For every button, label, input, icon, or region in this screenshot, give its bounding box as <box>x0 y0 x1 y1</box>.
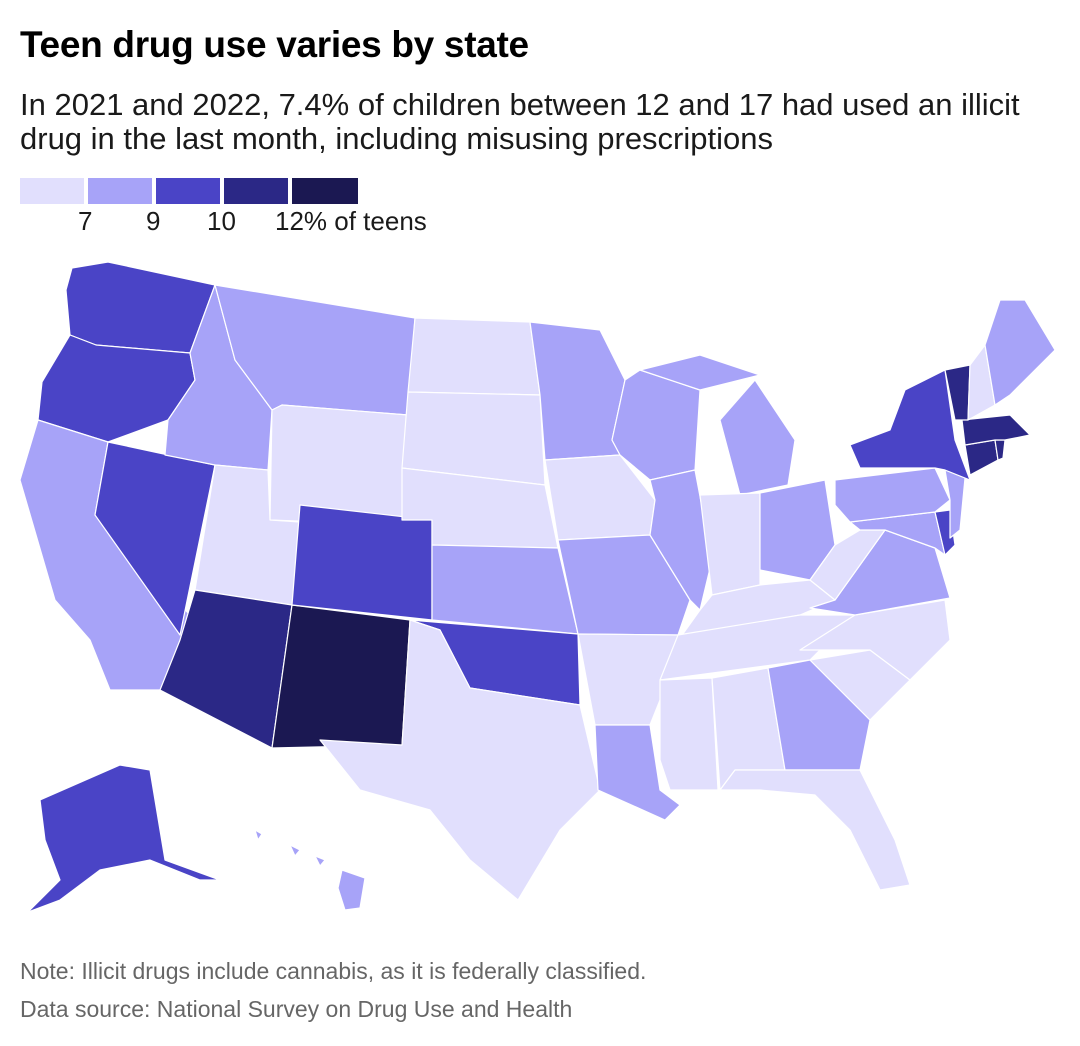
state-ct <box>964 439 999 476</box>
state-me <box>984 299 1056 406</box>
legend-tick-7: 7 <box>78 206 93 236</box>
state-la <box>594 724 681 821</box>
state-mo <box>557 534 691 636</box>
state-ak <box>27 764 221 913</box>
state-shapes <box>19 261 1056 913</box>
state-ks <box>431 544 579 635</box>
us-state-map <box>19 261 1056 913</box>
legend-tick-12: 12% of teens <box>275 206 427 236</box>
legend-swatch-2 <box>88 178 152 204</box>
state-mn <box>529 321 626 461</box>
state-ar <box>577 633 679 726</box>
legend-swatch-4 <box>224 178 288 204</box>
state-mi <box>639 354 796 496</box>
chart-title: Teen drug use varies by state <box>20 24 529 65</box>
state-hi <box>254 829 366 911</box>
state-ny <box>849 369 971 481</box>
legend-swatch-1 <box>20 178 84 204</box>
state-nm <box>271 604 411 749</box>
state-co <box>291 504 433 621</box>
state-ma <box>961 414 1031 446</box>
state-nd <box>407 317 541 396</box>
state-fl <box>719 769 911 891</box>
legend-swatch-3 <box>156 178 220 204</box>
state-wa <box>65 261 216 354</box>
state-ga <box>767 659 871 771</box>
state-ms <box>659 677 719 791</box>
chart-subtitle: In 2021 and 2022, 7.4% of children betwe… <box>20 87 1020 156</box>
color-legend: 7 9 10 12% of teens <box>20 178 427 238</box>
data-source: Data source: National Survey on Drug Use… <box>20 996 573 1022</box>
state-in <box>699 492 761 596</box>
footnote: Note: Illicit drugs include cannabis, as… <box>20 958 647 984</box>
legend-swatch-5 <box>292 178 358 204</box>
state-az <box>159 589 293 749</box>
state-wi <box>611 369 701 481</box>
state-il <box>649 469 713 611</box>
state-tx <box>319 619 601 901</box>
legend-tick-10: 10 <box>207 206 236 236</box>
state-wy <box>269 404 409 526</box>
legend-tick-9: 9 <box>146 206 161 236</box>
